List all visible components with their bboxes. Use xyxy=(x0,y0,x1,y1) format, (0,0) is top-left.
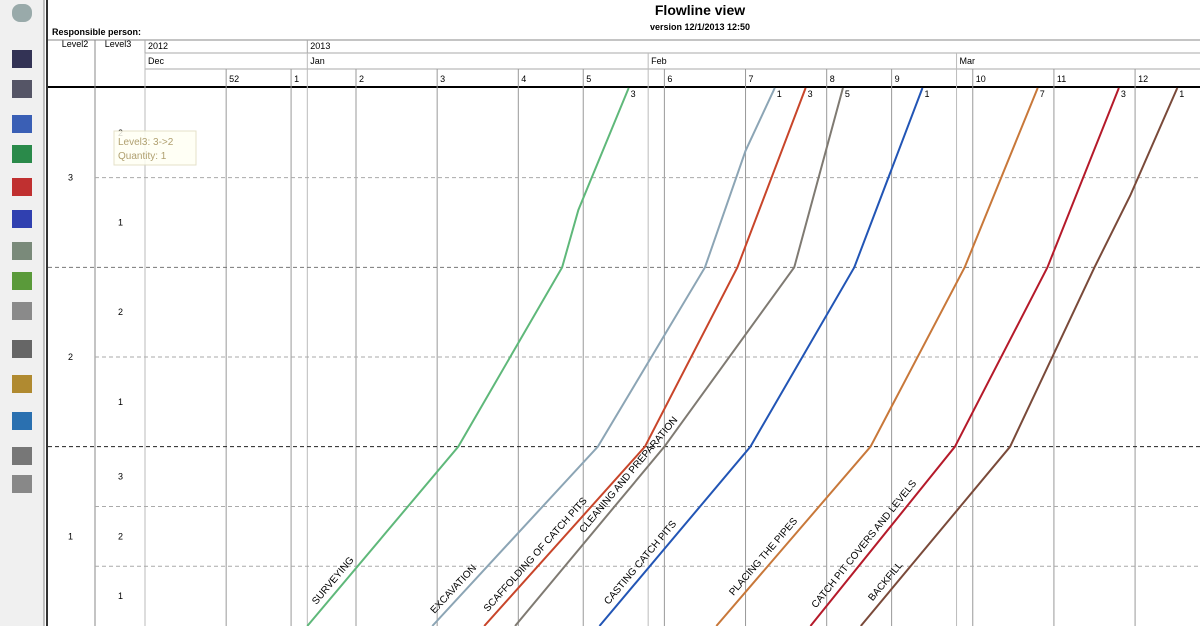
level3-label: 3 xyxy=(118,472,123,482)
grid-icon[interactable] xyxy=(12,50,32,68)
subtitle: version 12/1/2013 12:50 xyxy=(650,22,750,32)
series-label: CASTING CATCH PITS xyxy=(602,519,679,607)
list-icon[interactable] xyxy=(12,375,32,393)
level3-label: 2 xyxy=(118,307,123,317)
level3-label: 1 xyxy=(118,218,123,228)
end-label: 5 xyxy=(845,89,850,99)
month-label: Feb xyxy=(651,56,667,66)
tooltip-text: Level3: 3->2 xyxy=(118,137,174,148)
week-label: 1 xyxy=(294,74,299,84)
week-label: 12 xyxy=(1138,74,1148,84)
series-label: CLEANING AND PREPARATION xyxy=(578,415,681,535)
end-label: 3 xyxy=(808,89,813,99)
year-label: 2012 xyxy=(148,41,168,51)
end-label: 7 xyxy=(1040,89,1045,99)
level3-label: 1 xyxy=(118,397,123,407)
week-label: 52 xyxy=(229,74,239,84)
page: Flowline view version 12/1/2013 12:50 Re… xyxy=(0,0,1200,626)
title: Flowline view xyxy=(655,2,745,18)
blocks-icon[interactable] xyxy=(12,178,32,196)
level3-label: 1 xyxy=(118,591,123,601)
week-label: 6 xyxy=(667,74,672,84)
tooltip-text: Quantity: 1 xyxy=(118,151,167,162)
week-label: 5 xyxy=(586,74,591,84)
level2-label: 1 xyxy=(68,531,73,541)
flowline-icon[interactable] xyxy=(12,115,32,133)
flowline xyxy=(716,88,1037,626)
week-label: 8 xyxy=(830,74,835,84)
end-label: 3 xyxy=(631,89,636,99)
week-label: 10 xyxy=(976,74,986,84)
copy-icon[interactable] xyxy=(12,80,32,98)
week-label: 7 xyxy=(749,74,754,84)
flowline-window: Flowline view version 12/1/2013 12:50 Re… xyxy=(0,0,1200,626)
gantt-icon[interactable] xyxy=(12,145,32,163)
level2-label: 3 xyxy=(68,173,73,183)
cost-icon[interactable] xyxy=(12,272,32,290)
chart-icon[interactable] xyxy=(12,447,32,465)
week-label: 9 xyxy=(895,74,900,84)
week-label: 4 xyxy=(521,74,526,84)
report-icon[interactable] xyxy=(12,475,32,493)
histogram-icon[interactable] xyxy=(12,210,32,228)
month-label: Mar xyxy=(960,56,976,66)
curve-icon[interactable] xyxy=(12,242,32,260)
pages-icon[interactable] xyxy=(12,340,32,358)
week-label: 11 xyxy=(1057,74,1066,84)
month-label: Dec xyxy=(148,56,165,66)
end-label: 1 xyxy=(1179,89,1184,99)
settings-icon[interactable] xyxy=(12,4,32,22)
month-label: Jan xyxy=(310,56,325,66)
year-label: 2013 xyxy=(310,41,330,51)
end-label: 1 xyxy=(777,89,782,99)
network-icon[interactable] xyxy=(12,302,32,320)
s-curve-icon[interactable] xyxy=(12,412,32,430)
level2-label: 2 xyxy=(68,352,73,362)
series-label: PLACING THE PIPES xyxy=(727,516,800,598)
series-label: EXCAVATION xyxy=(429,563,479,616)
level3-label: 2 xyxy=(118,531,123,541)
week-label: 2 xyxy=(359,74,364,84)
responsible-person: Responsible person: xyxy=(52,27,141,37)
tooltip: Level3: 3->2 Quantity: 1 xyxy=(114,131,196,165)
week-label: 3 xyxy=(440,74,445,84)
end-label: 1 xyxy=(924,89,929,99)
series-label: SURVEYING xyxy=(310,555,356,607)
end-label: 3 xyxy=(1121,89,1126,99)
